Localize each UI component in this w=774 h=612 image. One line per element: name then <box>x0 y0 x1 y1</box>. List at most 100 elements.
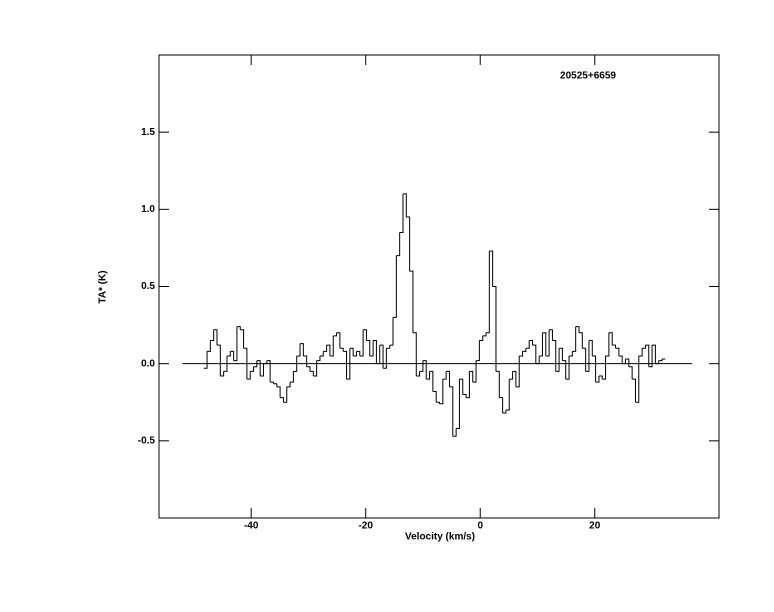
spectrum-step <box>213 329 218 346</box>
spectrum-step <box>356 350 361 356</box>
spectrum-step <box>545 329 550 357</box>
spectrum-step <box>452 428 457 437</box>
spectrum-step <box>319 351 324 357</box>
spectrum-step <box>442 371 447 380</box>
spectrum-step <box>326 344 331 356</box>
spectrum-step <box>549 329 553 341</box>
spectrum-step <box>210 329 215 342</box>
spectrum-step <box>243 347 248 380</box>
spectrum-step <box>602 355 607 380</box>
spectrum-step <box>595 376 600 383</box>
x-tick-label: -20 <box>358 521 373 532</box>
spectrum-step <box>422 360 427 380</box>
spectrum-step <box>290 371 294 383</box>
spectrum-step <box>419 360 424 372</box>
spectrum-step <box>412 332 417 377</box>
spectrum-step <box>525 340 530 349</box>
spectrum-step <box>379 344 384 369</box>
spectrum-step <box>535 355 540 365</box>
spectrum-step <box>432 390 437 403</box>
spectrum-step <box>339 347 344 352</box>
x-axis-label: Velocity (km/s) <box>405 532 475 543</box>
spectrum-step <box>628 366 633 380</box>
spectrum-step <box>316 355 321 362</box>
spectrum-step <box>280 397 284 403</box>
spectrum-step <box>512 370 517 387</box>
spectrum-step <box>353 351 357 357</box>
spectrum-step <box>300 343 304 356</box>
spectrum-step <box>366 340 371 356</box>
spectrum-step <box>585 340 590 372</box>
spectrum-step <box>416 371 421 377</box>
spectrum-step <box>449 386 454 437</box>
spectrum-step <box>482 332 487 337</box>
spectrum-step <box>648 345 653 368</box>
spectrum-step <box>502 409 507 414</box>
spectrum-step <box>270 381 274 384</box>
spectrum-step <box>479 335 484 342</box>
spectrum-step <box>236 326 241 330</box>
spectrum-step <box>495 370 500 398</box>
spectrum-step <box>605 332 610 357</box>
spectrum-step <box>240 329 245 349</box>
spectrum-step <box>575 326 580 333</box>
spectrum-step <box>459 378 464 395</box>
spectrum-step <box>283 386 288 403</box>
spectrum-step <box>359 329 364 357</box>
spectrum-step <box>652 344 656 364</box>
x-tick-label: -40 <box>244 521 259 532</box>
spectrum-step <box>309 370 314 377</box>
spectrum-step <box>226 351 231 357</box>
spectrum-step <box>273 383 278 387</box>
spectrum-step <box>263 360 268 365</box>
spectrum-step <box>642 345 646 349</box>
spectrum-step <box>393 255 397 318</box>
spectrum-step <box>509 371 514 380</box>
spectrum-step <box>429 370 434 392</box>
spectrum-step <box>376 345 381 365</box>
spectrum-step <box>645 344 650 367</box>
spectrum-step <box>426 371 431 380</box>
spectrum-step <box>207 340 211 352</box>
spectrum-step <box>293 355 298 372</box>
spectrum-step <box>333 332 338 337</box>
spectrum-step <box>266 360 271 383</box>
y-tick-label: 1.0 <box>141 204 155 215</box>
spectrum-step <box>555 348 560 372</box>
spectrum-step <box>608 332 613 346</box>
spectrum-step <box>389 317 394 346</box>
spectrum-step <box>336 332 341 349</box>
spectrum-step <box>313 360 318 377</box>
spectrum-step <box>582 347 587 372</box>
spectrum-step <box>552 340 557 372</box>
spectrum-step <box>256 360 261 377</box>
spectrum-step <box>472 360 477 383</box>
spectrum-step <box>532 344 537 364</box>
spectrum-step <box>598 375 603 380</box>
y-tick-label: 0.5 <box>141 281 155 292</box>
spectrum-step <box>369 340 374 357</box>
spectrum-step <box>579 332 583 349</box>
spectrum-step <box>230 350 235 361</box>
spectrum-step <box>276 386 281 398</box>
spectrum-step <box>565 355 570 380</box>
x-tick-label: 0 <box>477 521 483 532</box>
y-tick-label: -0.5 <box>138 435 156 446</box>
spectrum-step <box>246 371 251 380</box>
plot-frame <box>158 54 720 519</box>
spectrum-step <box>260 363 264 377</box>
spectrum-step <box>439 379 444 405</box>
spectrum-step <box>250 366 255 372</box>
spectrum-step <box>588 340 593 356</box>
spectrum-step <box>446 370 450 387</box>
spectrum-step <box>373 340 377 364</box>
y-axis-label: TA* (K) <box>98 270 109 303</box>
y-tick-label: 1.5 <box>141 127 155 138</box>
x-tick-label: 20 <box>589 521 601 532</box>
spectrum-step <box>217 344 221 377</box>
spectrum-step <box>329 335 334 357</box>
spectrum-step <box>632 378 636 403</box>
spectrum-step <box>466 371 470 399</box>
spectrum-step <box>296 343 301 357</box>
